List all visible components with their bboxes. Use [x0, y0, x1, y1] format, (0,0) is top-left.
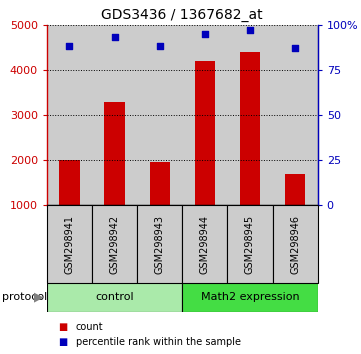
Bar: [273, 205, 318, 283]
Point: [67, 44, 73, 49]
Bar: [273, 25, 318, 205]
Bar: [240, 52, 260, 205]
Text: ■: ■: [58, 337, 67, 347]
Bar: [47, 25, 92, 205]
Bar: [227, 25, 273, 205]
Point: [112, 35, 118, 40]
Text: GSM298945: GSM298945: [245, 215, 255, 274]
Point: [292, 45, 298, 51]
Bar: [47, 25, 92, 205]
Text: count: count: [76, 322, 104, 332]
Bar: [149, 162, 170, 205]
Bar: [227, 25, 273, 205]
Bar: [273, 25, 318, 205]
Text: GSM298946: GSM298946: [290, 215, 300, 274]
Text: GSM298944: GSM298944: [200, 215, 210, 274]
Bar: [92, 205, 137, 283]
Bar: [47, 205, 92, 283]
Bar: [227, 205, 273, 283]
Text: protocol: protocol: [2, 292, 47, 302]
Bar: [47, 283, 182, 312]
Bar: [182, 25, 227, 205]
Text: GSM298942: GSM298942: [110, 215, 119, 274]
Bar: [59, 160, 80, 205]
Bar: [182, 205, 227, 283]
Bar: [285, 174, 305, 205]
Text: Math2 expression: Math2 expression: [201, 292, 299, 302]
Title: GDS3436 / 1367682_at: GDS3436 / 1367682_at: [101, 8, 263, 22]
Text: ▶: ▶: [34, 291, 44, 304]
Point: [202, 31, 208, 37]
Bar: [137, 205, 182, 283]
Text: GSM298943: GSM298943: [155, 215, 165, 274]
Bar: [137, 25, 182, 205]
Bar: [104, 102, 125, 205]
Bar: [92, 25, 137, 205]
Bar: [137, 25, 182, 205]
Text: GSM298941: GSM298941: [65, 215, 74, 274]
Text: percentile rank within the sample: percentile rank within the sample: [76, 337, 241, 347]
Point: [247, 27, 253, 33]
Text: ■: ■: [58, 322, 67, 332]
Bar: [195, 61, 215, 205]
Bar: [182, 283, 318, 312]
Point: [157, 44, 162, 49]
Text: control: control: [95, 292, 134, 302]
Bar: [92, 25, 137, 205]
Bar: [182, 25, 227, 205]
